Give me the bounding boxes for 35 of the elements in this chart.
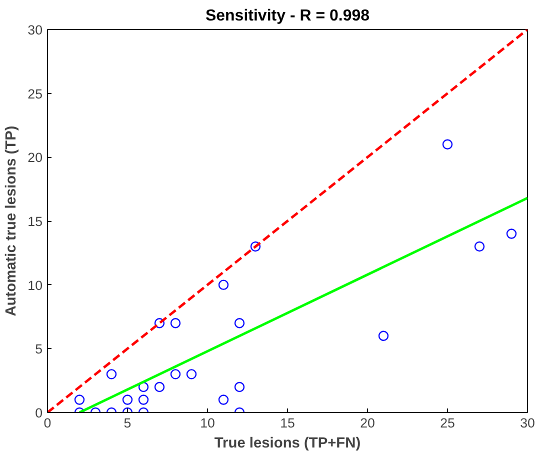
x-tick-label: 15 xyxy=(280,416,295,430)
point xyxy=(378,330,389,341)
point xyxy=(170,318,181,328)
chart-title: Sensitivity - R = 0.998 xyxy=(205,8,370,24)
y-tick-label: 0 xyxy=(35,406,43,420)
point xyxy=(74,394,85,405)
y-tick-label: 25 xyxy=(28,86,43,102)
point xyxy=(442,139,453,150)
x-tick-label: 30 xyxy=(520,416,535,430)
point xyxy=(138,382,149,392)
point xyxy=(170,369,181,380)
point xyxy=(138,394,149,405)
y-axis-title: Automatic true lesions (TP) xyxy=(4,126,20,316)
point xyxy=(250,241,261,252)
x-tick-label: 10 xyxy=(200,416,215,430)
point xyxy=(106,369,117,380)
point xyxy=(234,382,245,392)
point xyxy=(218,394,229,405)
x-axis-title: True lesions (TP+FN) xyxy=(214,436,361,452)
point xyxy=(154,382,165,392)
point xyxy=(474,241,485,252)
point xyxy=(154,318,165,328)
y-tick-label: 5 xyxy=(35,342,43,357)
x-tick-label: 25 xyxy=(440,416,455,430)
point xyxy=(218,280,229,290)
point xyxy=(186,369,197,380)
x-tick-label: 20 xyxy=(360,416,375,430)
y-tick-label: 30 xyxy=(28,22,43,38)
y-tick-label: 20 xyxy=(28,150,43,166)
x-tick-label: 5 xyxy=(124,416,132,430)
point xyxy=(122,394,133,405)
y-tick-label: 10 xyxy=(28,278,43,293)
point xyxy=(506,228,517,239)
y-tick-label: 15 xyxy=(28,214,43,229)
point xyxy=(234,318,245,328)
